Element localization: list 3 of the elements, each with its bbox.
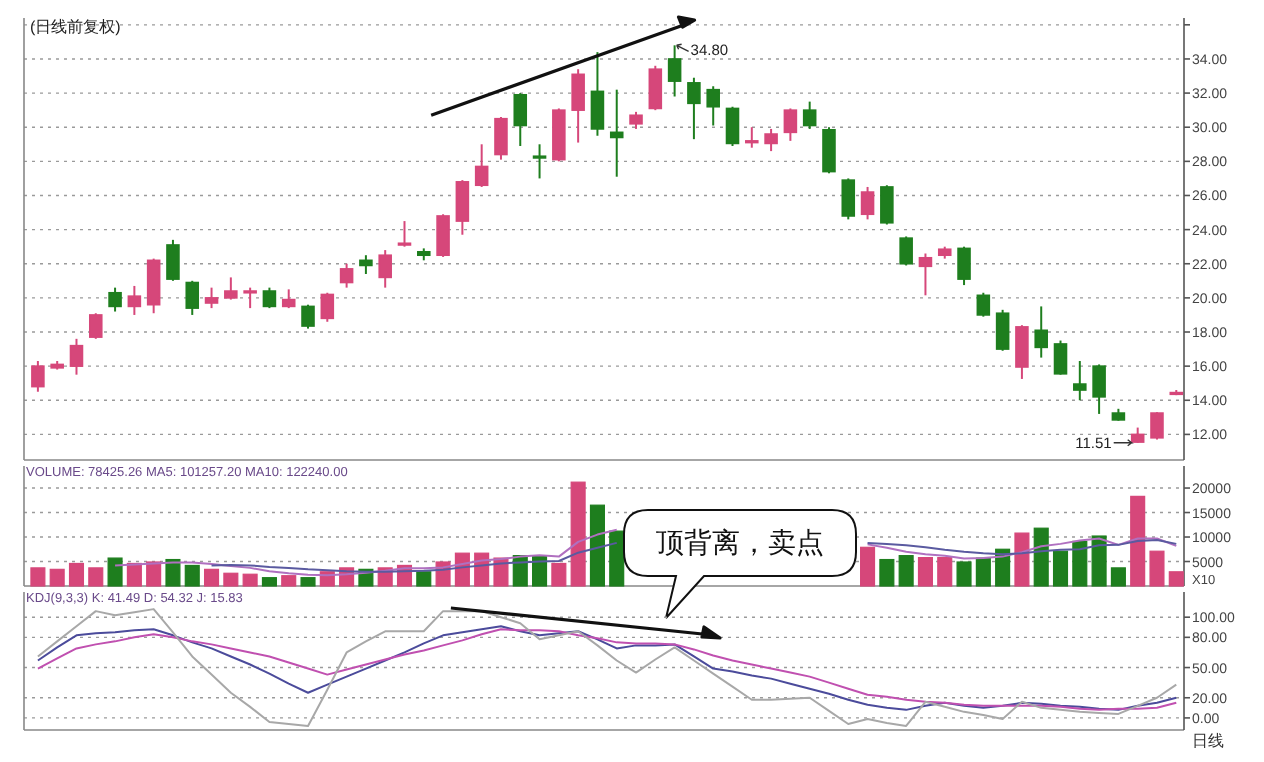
annotation: 顶背离，卖点	[656, 530, 824, 560]
annotation: 日线	[1192, 732, 1224, 750]
title: (日线前复权)	[30, 18, 121, 36]
